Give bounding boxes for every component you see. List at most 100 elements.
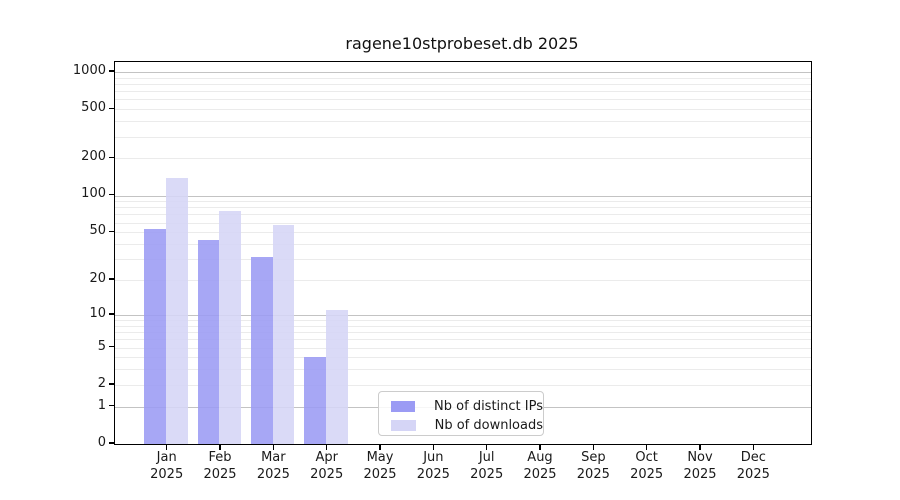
y-tick-label-0: 0 bbox=[97, 435, 106, 450]
x-tick-mark-jun bbox=[432, 445, 435, 450]
gridline-200 bbox=[115, 158, 811, 160]
y-tick-mark-10 bbox=[109, 313, 114, 315]
y-tick-label-200: 200 bbox=[81, 149, 106, 165]
x-tick-label-may: May 2025 bbox=[350, 449, 410, 483]
gridline-80 bbox=[115, 207, 811, 209]
legend: Nb of distinct IPs Nb of downloads bbox=[378, 391, 544, 436]
y-tick-label-50: 50 bbox=[89, 223, 106, 239]
y-tick-label-20: 20 bbox=[89, 271, 106, 287]
gridline-90 bbox=[115, 201, 811, 203]
x-tick-month-may: May bbox=[366, 450, 394, 465]
x-tick-year-jan: 2025 bbox=[150, 467, 184, 482]
bar-feb-downloads bbox=[219, 210, 241, 444]
gridline-100 bbox=[115, 195, 811, 197]
plot-area bbox=[114, 61, 812, 445]
x-tick-mark-apr bbox=[325, 445, 328, 450]
gridline-1000 bbox=[115, 71, 811, 73]
gridline-900 bbox=[115, 77, 811, 79]
y-tick-mark-1 bbox=[109, 404, 114, 407]
legend-item-downloads: Nb of downloads bbox=[391, 417, 543, 434]
y-tick-mark-0 bbox=[109, 442, 114, 444]
gridline-2 bbox=[115, 384, 811, 386]
x-tick-year-sep: 2025 bbox=[576, 467, 610, 482]
y-tick-mark-5 bbox=[109, 345, 114, 348]
gridline-40 bbox=[115, 244, 811, 245]
x-tick-year-apr: 2025 bbox=[310, 467, 344, 482]
legend-item-distinct-ips: Nb of distinct IPs bbox=[391, 398, 543, 415]
x-tick-month-sep: Sep bbox=[581, 450, 606, 465]
x-tick-label-nov: Nov 2025 bbox=[670, 449, 730, 483]
gridline-5 bbox=[115, 347, 811, 349]
x-tick-label-jan: Jan 2025 bbox=[137, 449, 197, 483]
y-tick-label-100: 100 bbox=[81, 186, 106, 202]
gridline-400 bbox=[115, 121, 811, 123]
bar-feb-distinct-ips bbox=[197, 240, 220, 444]
x-tick-label-sep: Sep 2025 bbox=[563, 449, 623, 483]
y-tick-label-10: 10 bbox=[89, 305, 106, 321]
gridline-4 bbox=[115, 357, 811, 359]
x-tick-month-feb: Feb bbox=[208, 450, 232, 465]
x-tick-year-jul: 2025 bbox=[470, 467, 504, 482]
x-tick-label-feb: Feb 2025 bbox=[190, 449, 250, 483]
y-tick-label-500: 500 bbox=[81, 100, 106, 116]
gridline-700 bbox=[115, 91, 811, 93]
gridline-50 bbox=[115, 232, 811, 234]
x-tick-mark-nov bbox=[699, 445, 701, 450]
x-tick-label-dec: Dec 2025 bbox=[723, 449, 783, 483]
gridline-8 bbox=[115, 325, 811, 327]
x-tick-month-nov: Nov bbox=[687, 450, 713, 465]
y-tick-label-1: 1 bbox=[97, 397, 106, 413]
gridline-10 bbox=[115, 314, 811, 316]
x-tick-month-apr: Apr bbox=[315, 450, 338, 465]
y-tick-mark-2 bbox=[109, 383, 114, 385]
gridline-60 bbox=[115, 222, 811, 224]
legend-label-distinct-ips: Nb of distinct IPs bbox=[434, 399, 543, 414]
y-tick-mark-100 bbox=[109, 193, 114, 196]
gridline-30 bbox=[115, 259, 811, 261]
bar-apr-distinct-ips bbox=[304, 357, 326, 444]
gridline-6 bbox=[115, 339, 811, 341]
x-tick-month-jun: Jun bbox=[423, 450, 444, 465]
x-tick-year-may: 2025 bbox=[363, 467, 397, 482]
gridline-7 bbox=[115, 332, 811, 333]
bar-mar-distinct-ips bbox=[251, 257, 273, 444]
gridline-3 bbox=[115, 369, 811, 371]
x-tick-month-jan: Jan bbox=[156, 450, 177, 465]
x-tick-year-jun: 2025 bbox=[416, 467, 450, 482]
x-tick-month-aug: Aug bbox=[527, 450, 553, 465]
x-tick-label-jul: Jul 2025 bbox=[457, 449, 517, 483]
y-tick-label-1000: 1000 bbox=[72, 62, 106, 78]
x-tick-year-feb: 2025 bbox=[203, 467, 237, 482]
x-tick-mark-sep bbox=[592, 445, 595, 450]
x-tick-month-oct: Oct bbox=[635, 450, 658, 465]
bar-apr-downloads bbox=[326, 310, 348, 444]
gridline-9 bbox=[115, 320, 811, 321]
gridline-500 bbox=[115, 109, 811, 111]
y-tick-mark-20 bbox=[109, 278, 114, 280]
legend-swatch-downloads bbox=[391, 420, 416, 431]
bar-jan-distinct-ips bbox=[144, 229, 166, 444]
x-tick-year-mar: 2025 bbox=[256, 467, 290, 482]
y-tick-mark-1000 bbox=[109, 70, 114, 72]
x-tick-mark-aug bbox=[539, 445, 541, 450]
x-tick-year-aug: 2025 bbox=[523, 467, 557, 482]
gridline-20 bbox=[115, 280, 811, 281]
x-tick-mark-jan bbox=[166, 445, 168, 450]
bar-jan-downloads bbox=[166, 178, 188, 444]
x-tick-month-dec: Dec bbox=[740, 450, 766, 465]
gridline-600 bbox=[115, 99, 811, 101]
x-tick-label-apr: Apr 2025 bbox=[297, 449, 357, 483]
y-tick-mark-500 bbox=[109, 107, 114, 109]
x-tick-year-dec: 2025 bbox=[736, 467, 770, 482]
x-tick-mark-oct bbox=[645, 445, 648, 450]
x-tick-label-jun: Jun 2025 bbox=[403, 449, 463, 483]
x-tick-year-oct: 2025 bbox=[630, 467, 664, 482]
x-tick-mark-jul bbox=[485, 445, 488, 450]
chart-title: ragene10stprobeset.db 2025 bbox=[345, 34, 579, 53]
y-tick-label-2: 2 bbox=[97, 375, 106, 391]
x-tick-label-aug: Aug 2025 bbox=[510, 449, 570, 483]
x-tick-mark-feb bbox=[219, 445, 221, 450]
x-tick-label-oct: Oct 2025 bbox=[617, 449, 677, 483]
x-tick-mark-may bbox=[379, 445, 381, 450]
